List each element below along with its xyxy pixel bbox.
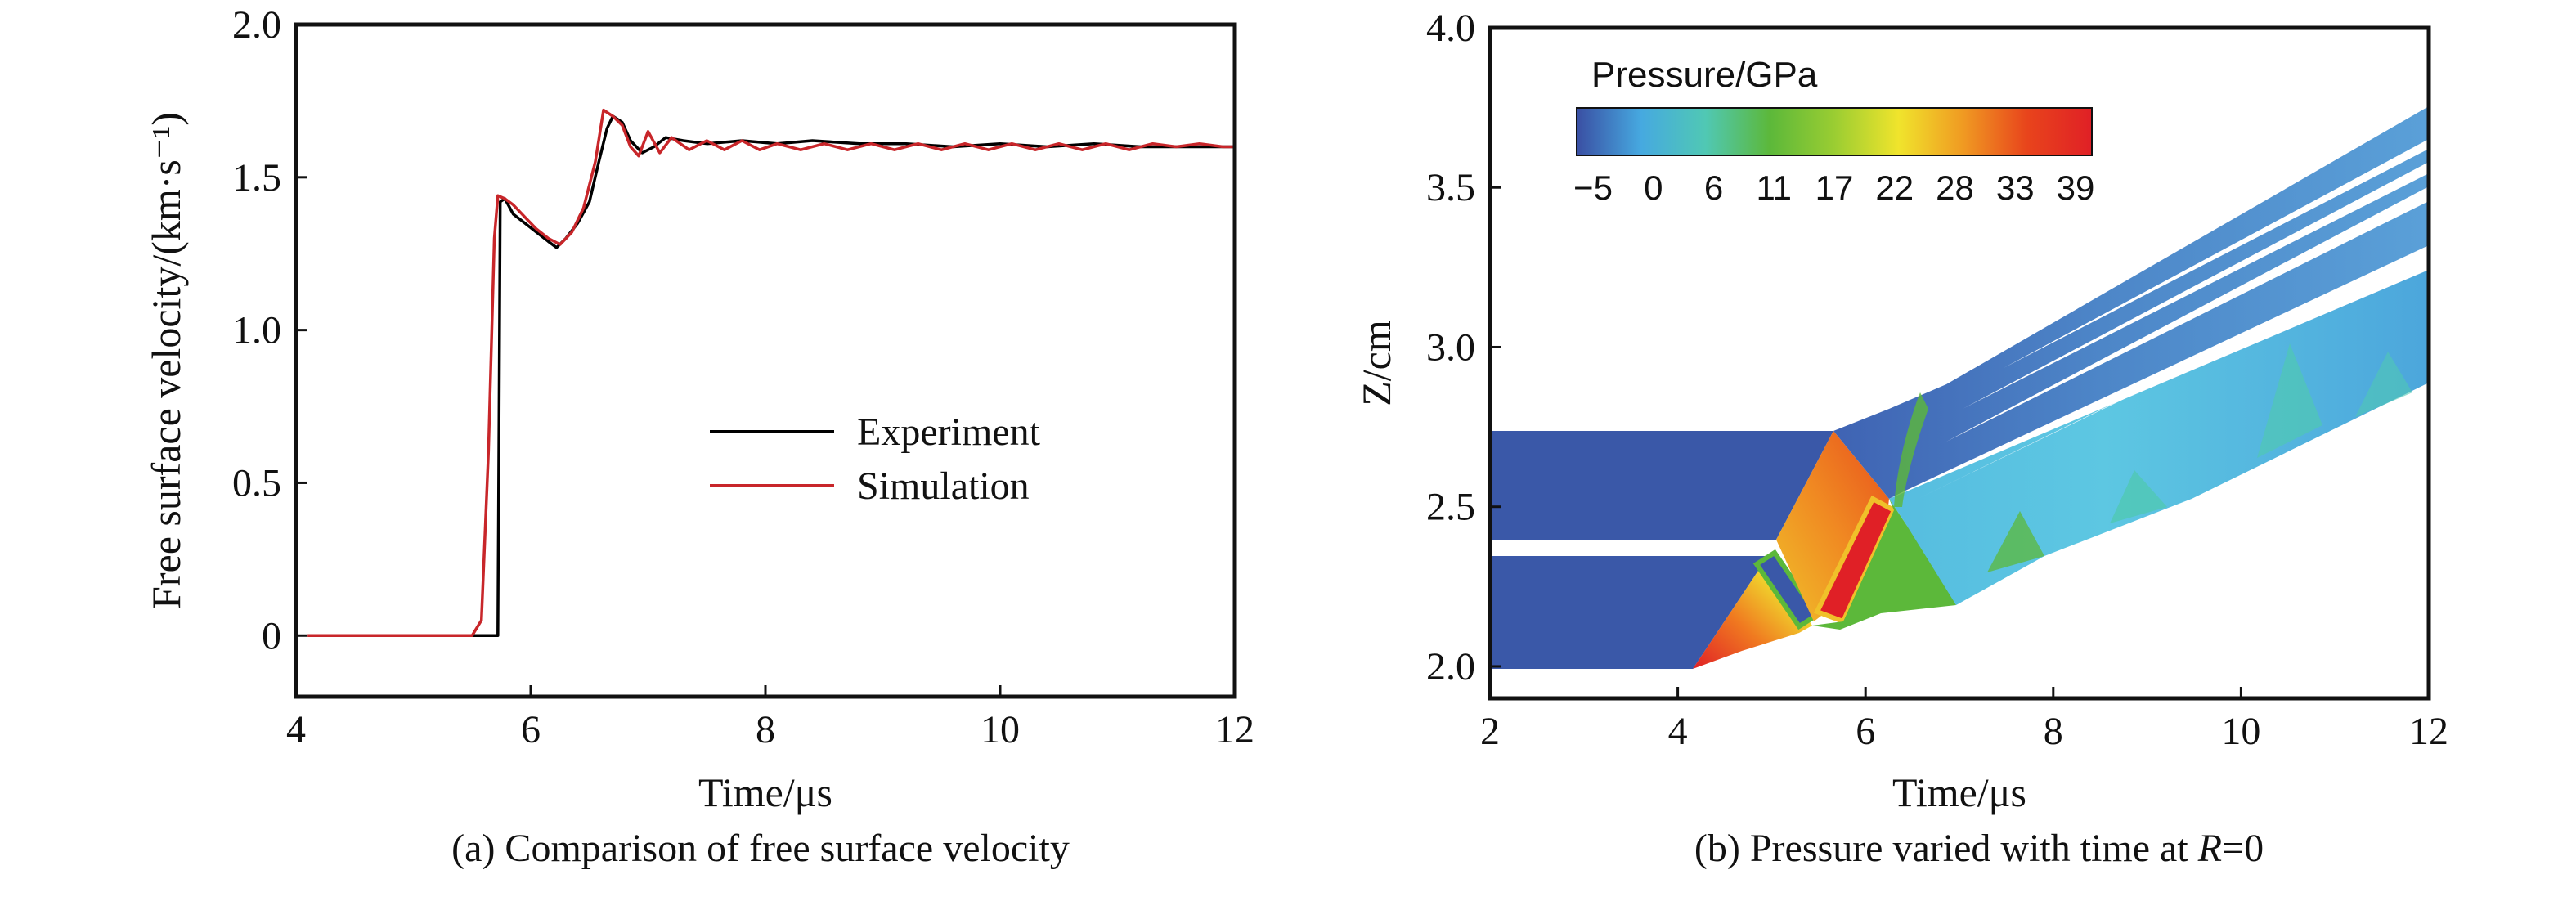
jet-gap-3 [1946, 186, 2429, 442]
x-tick-label: 2 [1480, 710, 1500, 753]
colorbar-gradient [1576, 107, 2093, 156]
colorbar-tick-label: 28 [1936, 168, 1974, 207]
panel-a-legend: Experiment Simulation [710, 410, 1041, 508]
transition-region [1812, 499, 1956, 630]
colorbar-tick-label: 0 [1644, 168, 1663, 207]
colorbar-tick-label: 6 [1704, 168, 1723, 207]
legend-simulation-label: Simulation [857, 464, 1030, 508]
x-tick-label: 8 [2044, 710, 2063, 753]
x-tick-label: 10 [2221, 710, 2260, 753]
colorbar-tick-label: 17 [1815, 168, 1854, 207]
x-tick-label: 12 [1215, 708, 1254, 751]
x-tick-label: 4 [286, 708, 306, 751]
colorbar-label: Pressure/GPa [1591, 55, 1818, 95]
colorbar-tick-label: 39 [2057, 168, 2095, 207]
jet-gap-2 [1963, 162, 2429, 409]
x-tick-label: 6 [1856, 710, 1875, 753]
pressure-wave-1 [1987, 511, 2044, 572]
y-tick-label: 2.5 [1426, 486, 1475, 529]
panel-b-plot-frame [1488, 25, 2431, 701]
panel-b-pressure-contour: 2 4 6 8 10 12 2.0 2.5 3.0 3.5 4.0 Z/cm Time/μs Pre… [1353, 7, 2448, 815]
x-tick-label: 8 [756, 708, 775, 751]
panel-a-caption: (a) Comparison of free surface velocity [451, 827, 1070, 870]
x-tick-label: 10 [981, 708, 1020, 751]
jet-gap-1 [2004, 139, 2429, 368]
y-tick-label: 0 [262, 614, 281, 657]
panel-b-y-axis-label: Z/cm [1353, 320, 1399, 406]
panel-b-caption-prefix: (b) Pressure varied with time at [1694, 827, 2198, 870]
panel-b-caption-suffix: =0 [2222, 827, 2264, 870]
colorbar-tick-label: 22 [1875, 168, 1914, 207]
series-line-simulation [307, 108, 1235, 638]
y-tick-label: 3.5 [1426, 166, 1475, 209]
panel-a-plot-frame [294, 22, 1237, 699]
upper-flow-band [1833, 106, 2429, 499]
colorbar-tick-label: −5 [1573, 168, 1613, 207]
y-tick-label: 1.5 [232, 156, 281, 200]
colorbar: Pressure/GPa −5 0 6 11 17 22 28 33 39 [1573, 55, 2094, 207]
colorbar-tick-label: 33 [1996, 168, 2035, 207]
y-tick-label: 1.0 [232, 309, 281, 352]
panel-b-caption-symbol: R [2197, 827, 2223, 870]
x-tick-label: 4 [1668, 710, 1688, 753]
legend-experiment-label: Experiment [857, 410, 1041, 454]
pressure-wave-2 [2110, 470, 2167, 523]
y-tick-label: 4.0 [1426, 7, 1475, 50]
pressure-wave-3 [2257, 343, 2322, 458]
panel-a-velocity-chart: 4 6 8 10 12 0 0.5 1.0 1.5 2.0 Free surface veloci… [143, 3, 1254, 815]
panel-a-y-axis-label: Free surface velocity/(km·s⁻¹) [143, 112, 189, 609]
pressure-wave-5 [1894, 392, 1928, 507]
y-tick-label: 2.0 [232, 3, 281, 47]
pressure-field [1490, 106, 2429, 669]
colorbar-tick-label: 11 [1756, 168, 1792, 207]
x-tick-label: 6 [521, 708, 541, 751]
x-tick-label: 12 [2409, 710, 2448, 753]
y-tick-label: 3.0 [1426, 325, 1475, 369]
lower-plate-region [1490, 556, 1768, 669]
series-line-experiment [307, 114, 1235, 638]
upper-plate-region [1490, 431, 1833, 540]
pressure-wave-4 [2355, 352, 2412, 417]
jet-gap-4 [1918, 250, 2429, 499]
panel-b-caption: (b) Pressure varied with time at R=0 [1619, 826, 2339, 875]
y-tick-label: 0.5 [232, 461, 281, 505]
panel-b-x-axis-label: Time/μs [1892, 769, 2026, 815]
y-tick-label: 2.0 [1426, 645, 1475, 688]
panel-a-x-axis-label: Time/μs [698, 769, 832, 815]
